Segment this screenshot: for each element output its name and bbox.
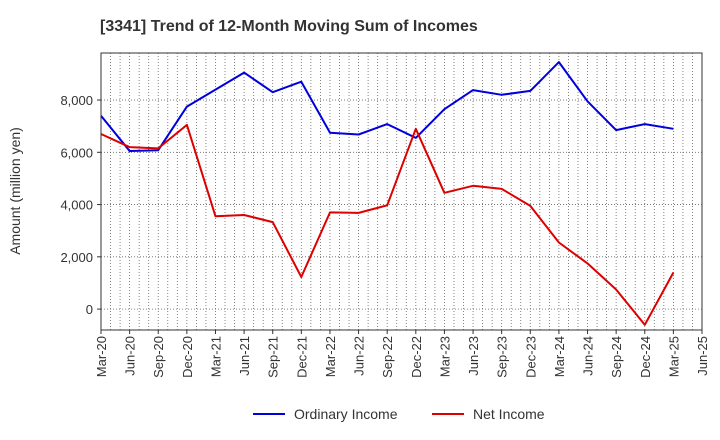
- y-tick-label: 4,000: [60, 198, 93, 213]
- y-axis-label: Amount (million yen): [7, 127, 23, 255]
- x-tick-label: Dec-24: [638, 336, 653, 378]
- x-axis: Mar-20 Jun-20 Sep-20 Dec-20 Mar-21 Jun-21 Sep-…: [94, 330, 710, 378]
- x-tick-label: Mar-22: [323, 336, 338, 377]
- grid: [101, 53, 702, 330]
- x-tick-label: Sep-24: [609, 336, 624, 378]
- series-line-ordinary-income: [100, 61, 674, 152]
- x-tick-label: Sep-23: [495, 336, 510, 378]
- x-tick-label: Jun-24: [581, 336, 596, 376]
- y-tick-label: 2,000: [60, 250, 93, 265]
- y-axis: 0 2,000 4,000 6,000 8,000: [60, 93, 101, 317]
- legend-label: Ordinary Income: [294, 406, 398, 422]
- x-tick-label: Mar-21: [208, 336, 223, 377]
- x-tick-label: Jun-25: [695, 336, 710, 376]
- x-tick-label: Dec-21: [294, 336, 309, 378]
- series-lines: [100, 61, 675, 326]
- x-tick-label: Mar-23: [437, 336, 452, 377]
- x-tick-label: Dec-22: [409, 336, 424, 378]
- x-tick-label: Mar-25: [666, 336, 681, 377]
- x-tick-label: Mar-24: [552, 336, 567, 377]
- x-tick-label: Dec-20: [180, 336, 195, 378]
- x-tick-label: Jun-23: [466, 336, 481, 376]
- y-tick-label: 0: [86, 302, 93, 317]
- plot-frame: [100, 52, 703, 331]
- x-tick-label: Sep-21: [266, 336, 281, 378]
- x-tick-label: Jun-20: [123, 336, 138, 376]
- x-tick-label: Sep-20: [151, 336, 166, 378]
- x-tick-label: Mar-20: [94, 336, 109, 377]
- chart-title: [3341] Trend of 12-Month Moving Sum of I…: [100, 18, 478, 35]
- series-line-net-income: [100, 123, 675, 326]
- x-tick-label: Sep-22: [380, 336, 395, 378]
- y-tick-label: 8,000: [60, 93, 93, 108]
- x-tick-label: Jun-22: [352, 336, 367, 376]
- legend-label: Net Income: [473, 406, 545, 422]
- x-tick-label: Dec-23: [523, 336, 538, 378]
- legend: Ordinary Income Net Income: [253, 406, 545, 422]
- y-tick-label: 6,000: [60, 145, 93, 160]
- x-tick-label: Jun-21: [237, 336, 252, 376]
